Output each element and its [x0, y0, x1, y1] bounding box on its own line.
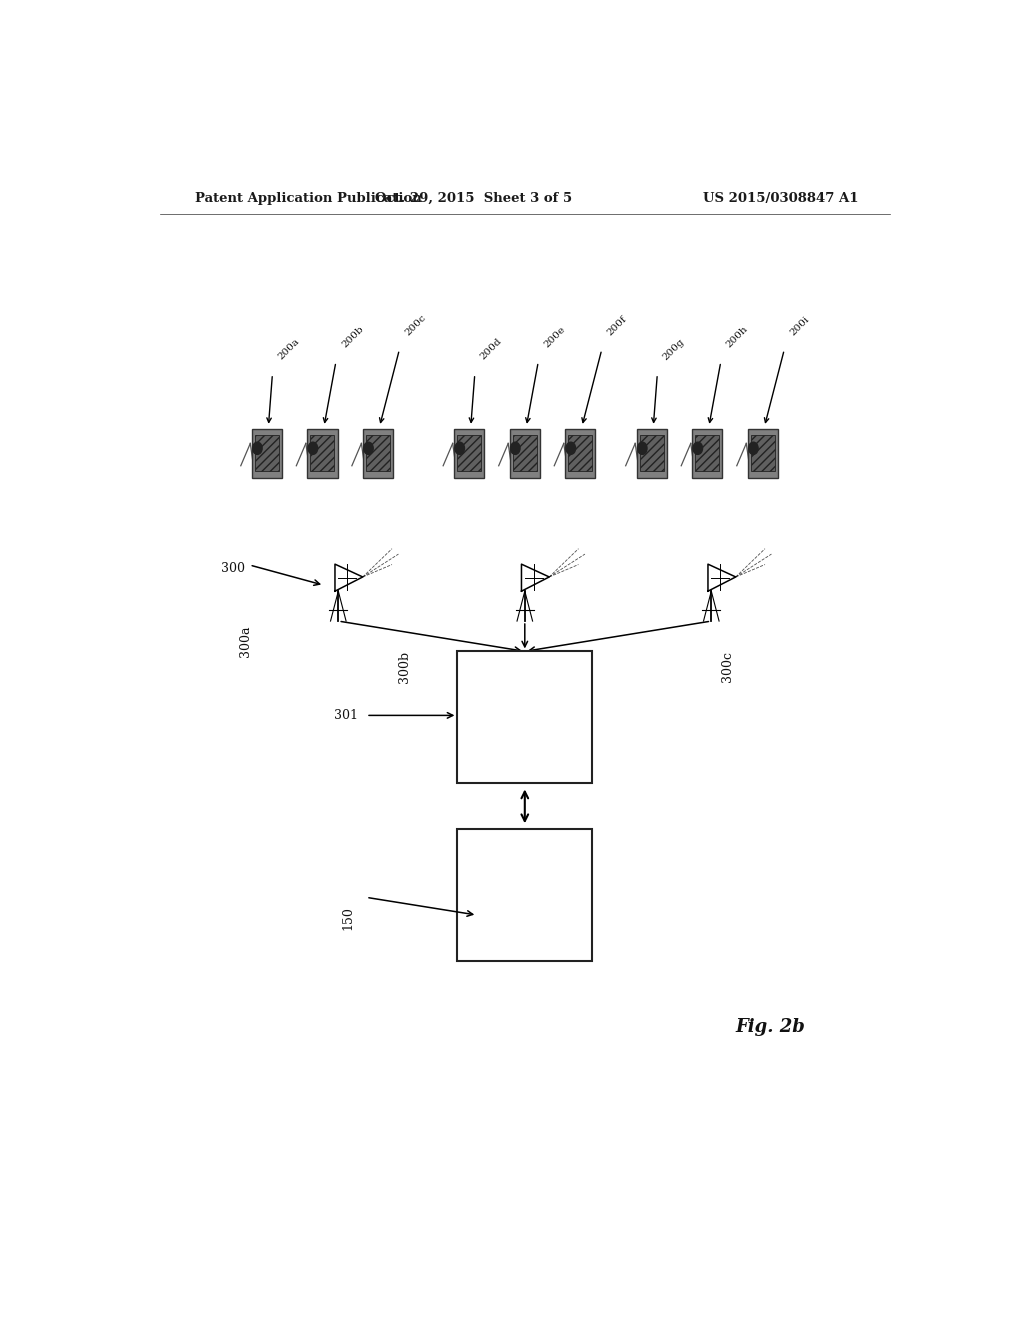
Bar [565, 429, 595, 478]
Text: Fig. 2b: Fig. 2b [736, 1019, 806, 1036]
Circle shape [455, 442, 465, 454]
Text: 200f: 200f [606, 314, 629, 338]
Text: 301: 301 [334, 709, 358, 722]
Bar [455, 429, 484, 478]
Text: Oct. 29, 2015  Sheet 3 of 5: Oct. 29, 2015 Sheet 3 of 5 [375, 191, 571, 205]
Bar [748, 429, 778, 478]
Text: 200d: 200d [479, 337, 504, 362]
Bar [640, 434, 664, 471]
Text: 200i: 200i [788, 314, 811, 338]
Text: 150: 150 [341, 906, 354, 929]
Bar [366, 434, 390, 471]
Text: 300a: 300a [239, 626, 252, 657]
Circle shape [566, 442, 575, 454]
Bar [692, 429, 722, 478]
Bar [252, 429, 282, 478]
Text: 300b: 300b [397, 651, 411, 682]
Circle shape [308, 442, 317, 454]
Text: 200g: 200g [662, 337, 686, 362]
Bar [513, 434, 537, 471]
Bar [751, 434, 775, 471]
Circle shape [749, 442, 758, 454]
Text: Patent Application Publication: Patent Application Publication [196, 191, 422, 205]
Text: 200e: 200e [543, 325, 567, 350]
Text: 300: 300 [221, 561, 246, 574]
Circle shape [253, 442, 262, 454]
Bar [458, 829, 592, 961]
Bar [458, 651, 592, 784]
Circle shape [364, 442, 373, 454]
Bar [310, 434, 335, 471]
Text: 200h: 200h [725, 325, 750, 350]
Text: 300c: 300c [721, 651, 733, 682]
Bar [510, 429, 540, 478]
Bar [362, 429, 393, 478]
Text: 200b: 200b [340, 325, 366, 350]
Circle shape [511, 442, 520, 454]
Bar [695, 434, 720, 471]
Bar [568, 434, 593, 471]
Bar [457, 434, 481, 471]
Bar [637, 429, 667, 478]
Text: 200c: 200c [403, 313, 428, 338]
Bar [307, 429, 338, 478]
Text: US 2015/0308847 A1: US 2015/0308847 A1 [702, 191, 858, 205]
Circle shape [638, 442, 647, 454]
Bar [255, 434, 279, 471]
Circle shape [693, 442, 702, 454]
Text: 200a: 200a [276, 337, 301, 362]
